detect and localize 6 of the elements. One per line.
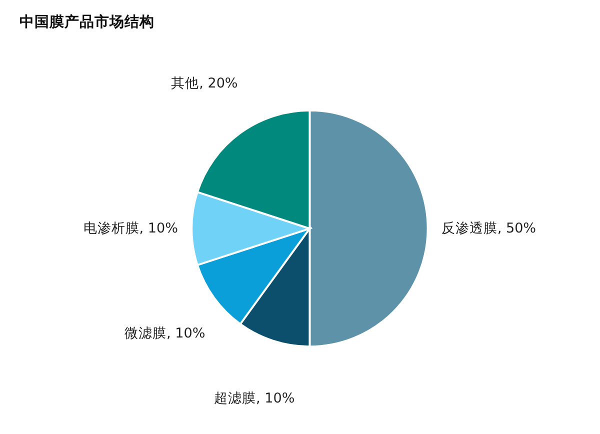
slice-label: 微滤膜, 10% <box>124 326 206 342</box>
slice-label: 电渗析膜, 10% <box>83 220 178 236</box>
slice-label: 超滤膜, 10% <box>214 390 295 407</box>
chart-title: 中国膜产品市场结构 <box>19 12 154 30</box>
slice-label: 反渗透膜, 50% <box>441 220 536 236</box>
slice-label: 其他, 20% <box>171 76 238 92</box>
